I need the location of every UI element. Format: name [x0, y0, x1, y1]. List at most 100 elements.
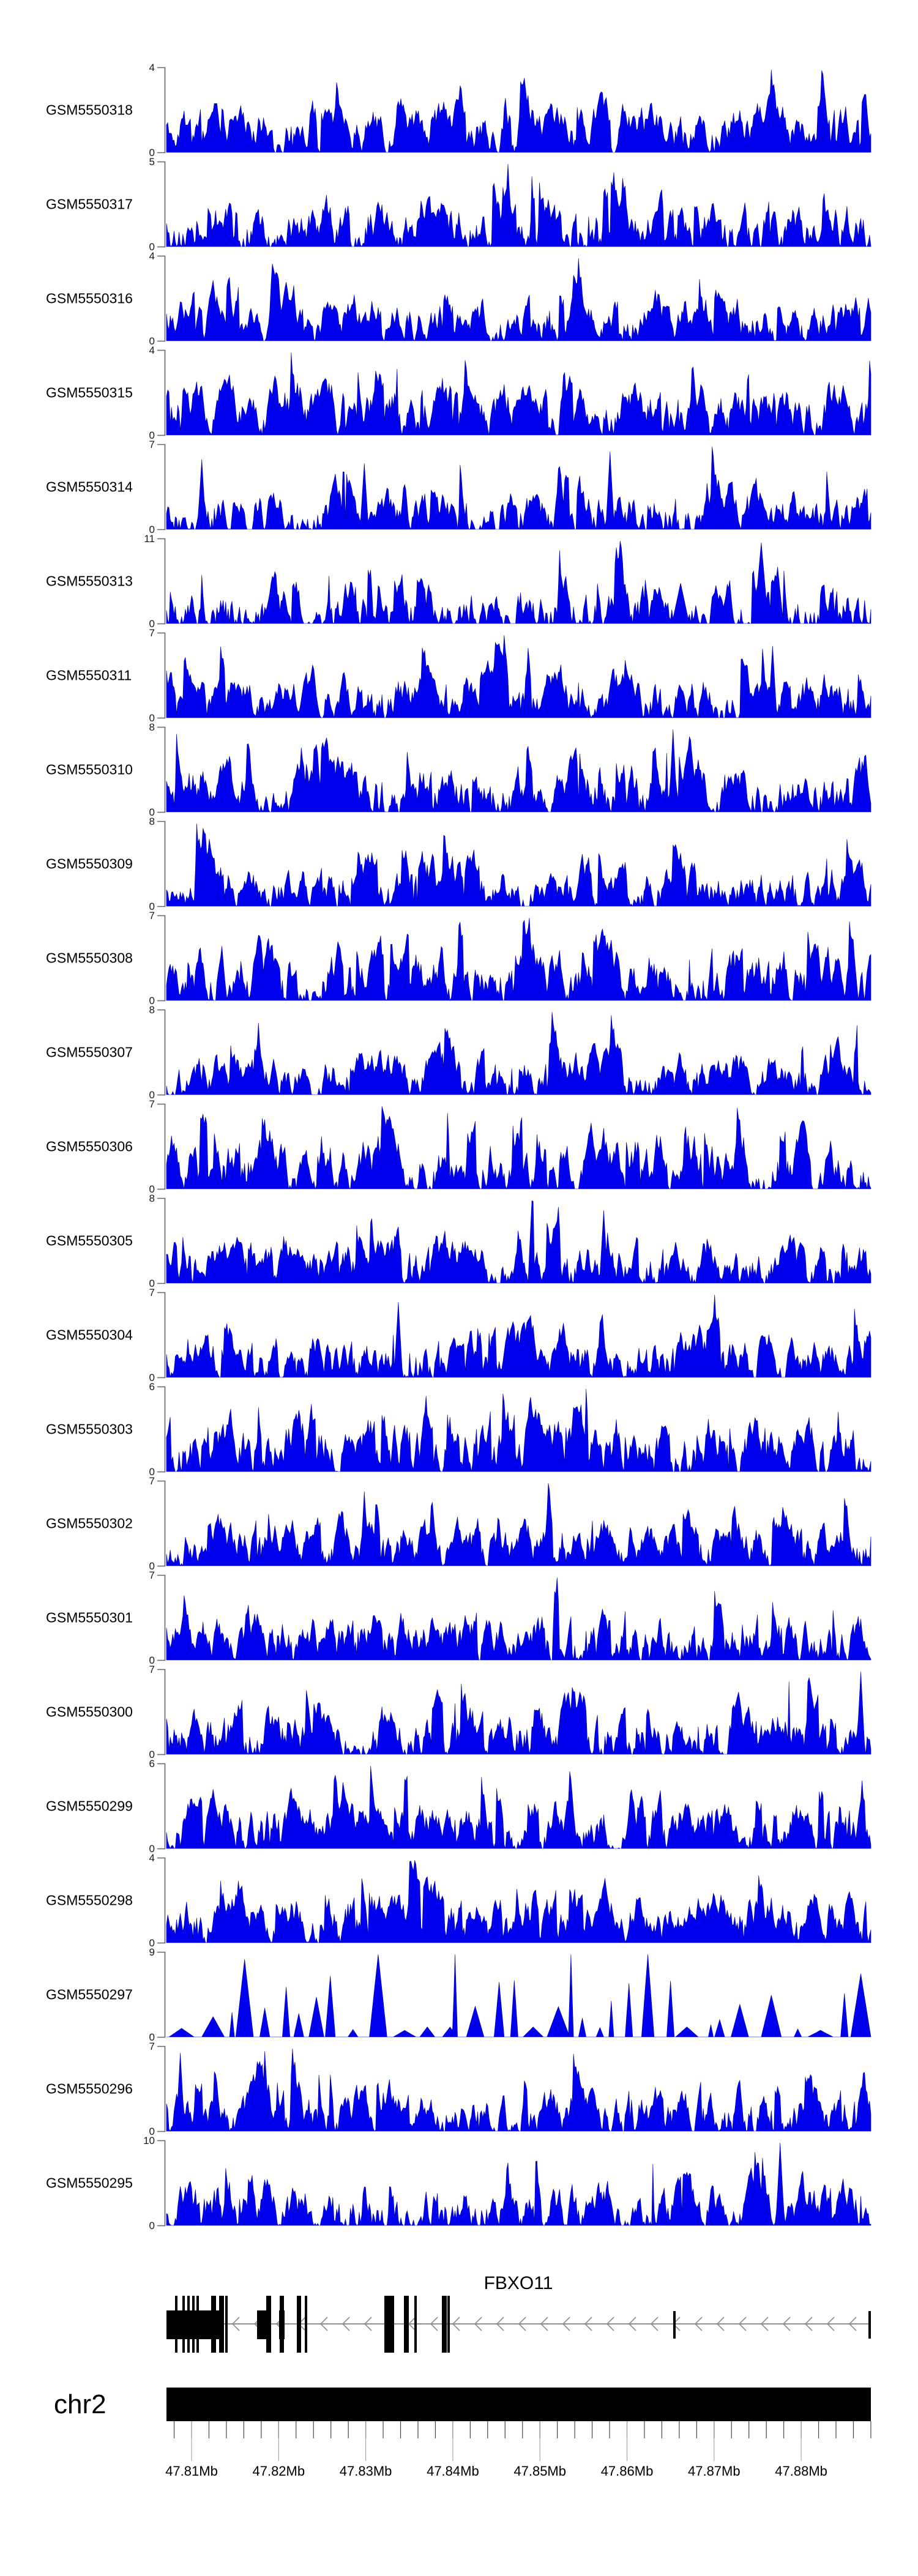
gene-exon-bar — [175, 2296, 177, 2353]
strand-arrow-left-icon — [496, 2317, 504, 2331]
strand-arrow-left-icon — [540, 2317, 548, 2331]
y-axis-bracket — [157, 1480, 166, 1567]
y-axis-max-label: 4 — [149, 344, 155, 356]
coverage-track-row: 8 0 GSM5550309 — [46, 816, 871, 912]
coverage-area — [166, 1483, 871, 1567]
axis-coordinate-label: 47.85Mb — [513, 2463, 566, 2479]
coverage-track-row: 4 0 GSM5550315 — [46, 344, 871, 441]
y-axis-zero-label: 0 — [149, 1466, 155, 1478]
strand-arrow-left-icon — [826, 2317, 835, 2331]
coverage-track-row: 7 0 GSM5550301 — [46, 1569, 871, 1666]
coverage-area — [166, 1389, 871, 1473]
coverage-area — [166, 918, 871, 1002]
y-axis-max-label: 10 — [143, 2135, 155, 2146]
strand-arrow-left-icon — [738, 2317, 747, 2331]
y-axis-bracket — [157, 67, 166, 154]
coverage-track-row: 7 0 GSM5550308 — [46, 910, 871, 1007]
y-axis-zero-label: 0 — [149, 524, 155, 535]
y-axis-max-label: 5 — [149, 156, 155, 168]
y-axis-bracket — [157, 1292, 166, 1379]
coverage-area — [166, 1012, 871, 1096]
axis-coordinate-label: 47.88Mb — [775, 2463, 827, 2479]
ideogram-bar — [166, 2388, 871, 2421]
coverage-track-row: 7 0 GSM5550302 — [46, 1475, 871, 1572]
track-label: GSM5550299 — [46, 1798, 133, 1814]
coverage-area — [166, 1954, 871, 2038]
gene-exon-bar — [192, 2296, 195, 2353]
strand-arrow-left-icon — [231, 2317, 240, 2331]
y-axis-max-label: 6 — [149, 1381, 155, 1393]
strand-arrow-left-icon — [474, 2317, 482, 2331]
gene-exon-bar — [406, 2296, 409, 2353]
track-label: GSM5550300 — [46, 1704, 133, 1720]
y-axis-zero-label: 0 — [149, 901, 155, 912]
track-label: GSM5550305 — [46, 1233, 133, 1249]
y-axis-max-label: 11 — [144, 533, 155, 545]
y-axis-bracket — [157, 161, 166, 248]
y-axis-zero-label: 0 — [149, 2031, 155, 2043]
track-label: GSM5550310 — [46, 762, 133, 778]
strand-arrow-left-icon — [341, 2317, 350, 2331]
genome-axis-track: 47.81Mb 47.82Mb 47.83Mb 47.84Mb 47.85Mb 47.86… — [165, 2421, 871, 2479]
gene-exon-bar — [414, 2296, 417, 2353]
strand-arrow-left-icon — [782, 2317, 791, 2331]
coverage-area — [166, 541, 871, 625]
y-axis-max-label: 7 — [149, 910, 155, 921]
coverage-track-row: 9 0 GSM5550297 — [46, 1946, 871, 2043]
y-axis-bracket — [157, 349, 166, 436]
y-axis-bracket — [157, 444, 166, 530]
strand-arrow-left-icon — [584, 2317, 592, 2331]
gene-exon-bar — [280, 2296, 282, 2353]
coverage-track-row: 7 0 GSM5550314 — [46, 439, 871, 535]
y-axis-max-label: 8 — [149, 721, 155, 733]
gene-exon-bar — [196, 2296, 199, 2353]
coverage-area — [166, 1200, 871, 1284]
strand-arrow-left-icon — [760, 2317, 769, 2331]
y-axis-max-label: 7 — [149, 2041, 155, 2052]
gene-exon-bar — [222, 2296, 224, 2353]
gene-exon-bar — [211, 2296, 214, 2353]
strand-arrow-left-icon — [562, 2317, 570, 2331]
y-axis-max-label: 7 — [149, 1569, 155, 1581]
y-axis-bracket — [157, 1574, 166, 1661]
coverage-area — [166, 1766, 871, 1849]
y-axis-zero-label: 0 — [149, 430, 155, 441]
y-axis-max-label: 7 — [149, 439, 155, 450]
gene-exon-bar — [404, 2296, 406, 2353]
y-axis-max-label: 7 — [149, 1098, 155, 1110]
y-axis-bracket — [157, 1197, 166, 1284]
coverage-area — [166, 729, 871, 813]
y-axis-zero-label: 0 — [149, 1937, 155, 1949]
coverage-track-row: 6 0 GSM5550303 — [46, 1381, 871, 1478]
axis-coordinate-label: 47.84Mb — [427, 2463, 479, 2479]
gene-exon-bar — [214, 2296, 216, 2353]
y-axis-max-label: 4 — [149, 62, 155, 73]
coverage-track-row: 8 0 GSM5550305 — [46, 1193, 871, 1289]
coverage-area — [166, 258, 871, 342]
ideogram-track: chr2 — [54, 2388, 871, 2421]
axis-coordinate-label: 47.83Mb — [340, 2463, 392, 2479]
gene-exon-bar — [386, 2296, 389, 2353]
y-axis-max-label: 7 — [149, 1287, 155, 1298]
track-label: GSM5550303 — [46, 1421, 133, 1437]
coverage-area — [166, 635, 871, 718]
coverage-tracks-layer: 40GSM555031850GSM555031740GSM555031640GS… — [46, 62, 871, 2232]
y-axis-bracket — [157, 1669, 166, 1755]
gene-exon-bar — [392, 2296, 394, 2353]
y-axis-zero-label: 0 — [149, 2126, 155, 2137]
axis-coordinate-label: 47.81Mb — [165, 2463, 218, 2479]
coverage-area — [166, 1860, 871, 1943]
y-axis-bracket — [157, 2140, 166, 2227]
coverage-track-row: 11 0 GSM5550313 — [46, 533, 871, 630]
gene-exon-bar — [187, 2296, 190, 2353]
gene-exon-bar — [390, 2296, 392, 2353]
y-axis-max-label: 4 — [149, 250, 155, 262]
track-label: GSM5550301 — [46, 1610, 133, 1626]
y-axis-bracket — [157, 1009, 166, 1096]
strand-arrow-left-icon — [716, 2317, 725, 2331]
y-axis-bracket — [157, 915, 166, 1002]
y-axis-max-label: 7 — [149, 627, 155, 639]
y-axis-zero-label: 0 — [149, 1655, 155, 1666]
y-axis-bracket — [157, 1951, 166, 2038]
y-axis-zero-label: 0 — [149, 1843, 155, 1855]
